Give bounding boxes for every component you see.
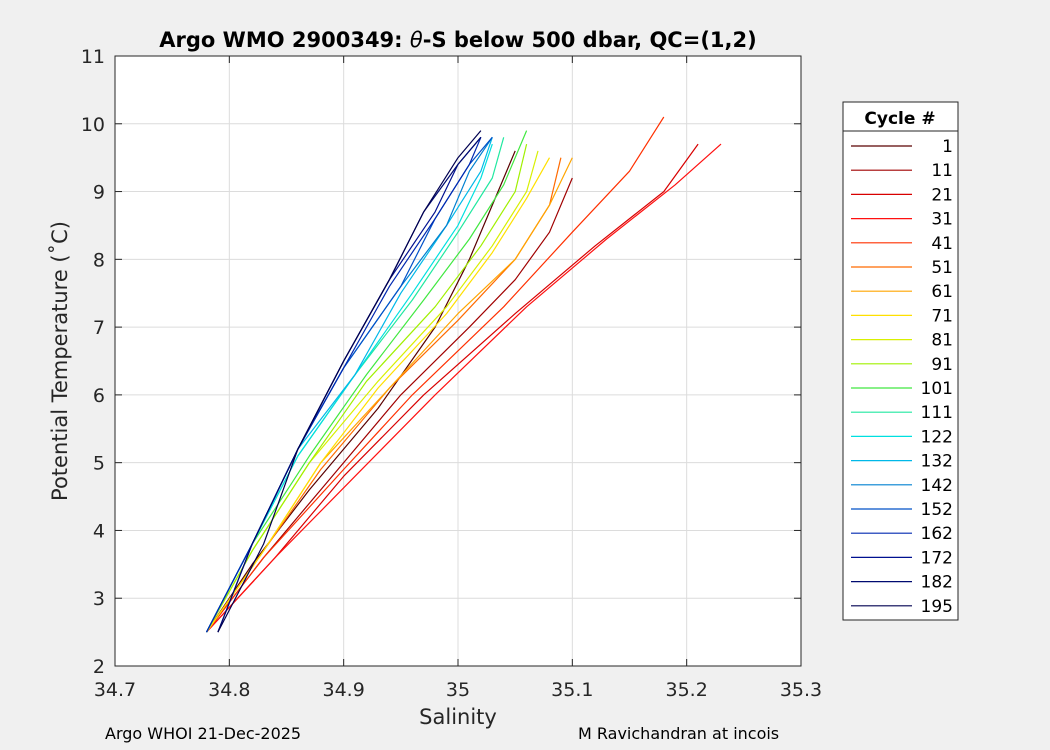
legend-label: 122: [921, 427, 953, 447]
legend-title: Cycle #: [864, 109, 935, 129]
y-tick-label: 6: [93, 385, 105, 407]
series-layer: [205, 116, 722, 633]
y-tick-label: 10: [81, 114, 105, 136]
legend-label: 111: [921, 403, 953, 423]
series-line-cycle-91: [205, 143, 528, 633]
x-tick-label: 34.8: [208, 679, 250, 701]
legend-label: 101: [921, 379, 953, 399]
y-tick-label: 4: [93, 520, 105, 542]
chart-title: Argo WMO 2900349: θ-S below 500 dbar, QC…: [159, 28, 756, 52]
legend-label: 11: [931, 161, 953, 181]
series-line-cycle-41: [206, 116, 665, 633]
legend-label: 71: [931, 306, 953, 326]
legend-label: 162: [921, 524, 953, 544]
title-suffix: -S below 500 dbar, QC=(1,2): [423, 28, 757, 52]
legend-label: 152: [921, 500, 953, 520]
x-axis-label: Salinity: [419, 705, 497, 729]
series-line-cycle-101: [205, 130, 528, 633]
y-tick-label: 3: [93, 588, 105, 610]
x-tick-label: 35: [446, 679, 470, 701]
legend-entries: 1112131415161718191101111122132142152162…: [851, 137, 953, 617]
y-tick-label: 7: [93, 317, 105, 339]
series-line-cycle-11: [206, 177, 573, 633]
title-theta: θ: [410, 28, 423, 52]
y-tick-label: 2: [93, 656, 105, 678]
footer-credit-left: Argo WHOI 21-Dec-2025: [105, 724, 302, 743]
legend-label: 142: [921, 476, 953, 496]
x-tick-label: 34.9: [323, 679, 365, 701]
x-tick-label: 34.7: [94, 679, 136, 701]
x-tick-label: 35.3: [780, 679, 822, 701]
legend-label: 172: [921, 548, 953, 568]
series-line-cycle-195: [217, 130, 482, 633]
series-line-cycle-21: [206, 143, 699, 633]
legend-label: 195: [921, 597, 953, 617]
y-tick-label: 8: [93, 249, 105, 271]
series-line-cycle-31: [206, 143, 722, 633]
title-prefix: Argo WMO 2900349:: [159, 28, 410, 52]
legend-label: 132: [921, 452, 953, 472]
y-tick-label: 5: [93, 453, 105, 475]
series-line-cycle-1: [206, 150, 516, 633]
footer-credit-right: M Ravichandran at incois: [578, 724, 780, 743]
legend-label: 91: [931, 355, 953, 375]
y-tick-label: 11: [81, 46, 105, 68]
x-tick-label: 35.2: [666, 679, 708, 701]
series-line-cycle-71: [206, 157, 551, 633]
legend-label: 51: [931, 258, 953, 278]
legend-label: 81: [931, 331, 953, 351]
x-tick-label: 35.1: [551, 679, 593, 701]
legend-label: 21: [931, 185, 953, 205]
legend-label: 31: [931, 210, 953, 230]
y-axis-label: Potential Temperature (˚C): [48, 221, 72, 501]
legend-label: 61: [931, 282, 953, 302]
legend-label: 1: [942, 137, 953, 157]
y-tick-label: 9: [93, 182, 105, 204]
legend: Cycle # 11121314151617181911011111221321…: [842, 101, 959, 621]
x-axis-ticks: 34.7 34.8 34.9 35 35.1 35.2 35.3: [94, 56, 822, 701]
legend-label: 41: [931, 234, 953, 254]
y-axis-ticks: 2 3 4 5 6 7 8 9 10 11: [81, 46, 801, 678]
legend-label: 182: [921, 573, 953, 593]
